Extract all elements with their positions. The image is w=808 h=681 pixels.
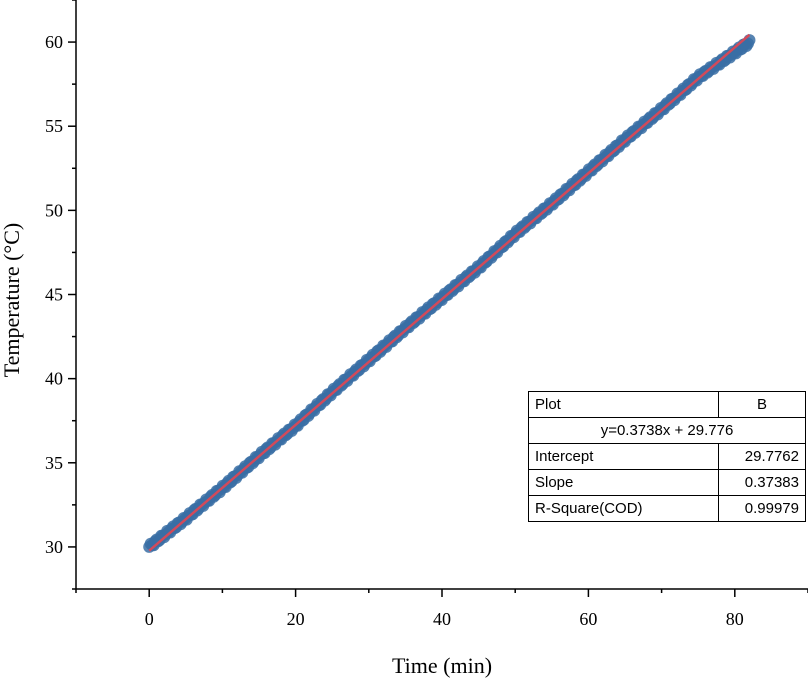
fit-table-row-value: 0.37383 [718,469,806,496]
fit-table-row-label: R-Square(COD) [528,495,719,522]
x-tick-label: 0 [145,609,154,629]
fit-table-row: Slope 0.37383 [528,469,806,496]
y-tick-label: 50 [45,200,63,220]
x-tick-label: 40 [433,609,451,629]
fit-table-row-label: Intercept [528,443,719,470]
y-tick-label: 45 [45,285,63,305]
fit-results-table: Plot B y=0.3738x + 29.776 Intercept 29.7… [528,391,806,522]
fit-table-row-label: Slope [528,469,719,496]
y-tick-label: 40 [45,369,63,389]
x-axis-title: Time (min) [392,653,492,678]
fit-line [148,33,751,552]
fit-table-plot-value: B [718,391,806,418]
ticks-layer: 0 20 40 60 80 30 35 40 45 50 55 60 [45,0,808,629]
y-tick-label: 30 [45,537,63,557]
fit-table-equation: y=0.3738x + 29.776 [528,417,806,444]
x-tick-label: 60 [579,609,597,629]
fit-table-plot-label: Plot [528,391,719,418]
y-tick-label: 55 [45,116,63,136]
fit-table-row: R-Square(COD) 0.99979 [528,495,806,522]
fit-table-equation-row: y=0.3738x + 29.776 [528,417,806,444]
fit-table-header-row: Plot B [528,391,806,418]
fit-table-row-value: 0.99979 [718,495,806,522]
x-tick-label: 20 [287,609,305,629]
data-layer [143,33,756,553]
fit-table-row: Intercept 29.7762 [528,443,806,470]
x-tick-label: 80 [726,609,744,629]
fit-table-row-value: 29.7762 [718,443,806,470]
y-tick-label: 60 [45,32,63,52]
y-tick-label: 35 [45,453,63,473]
y-axis-title: Temperature (°C) [0,223,24,377]
